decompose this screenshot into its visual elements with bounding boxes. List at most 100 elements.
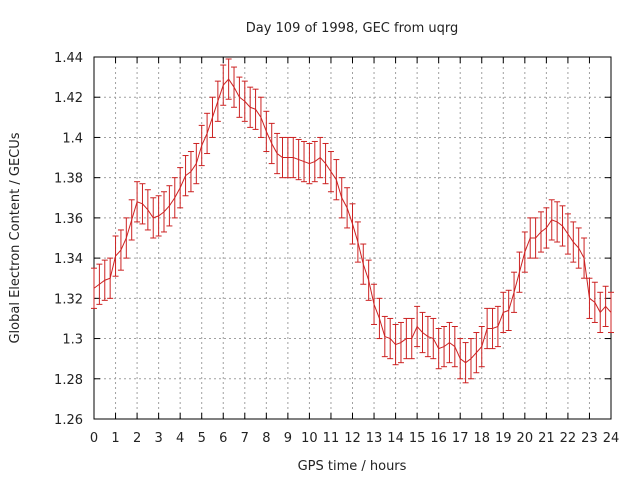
x-tick-label: 15 (409, 431, 426, 446)
x-tick-label: 24 (603, 431, 620, 446)
x-tick-label: 16 (430, 431, 447, 446)
error-bar (597, 291, 604, 334)
x-tick-label: 2 (133, 431, 141, 446)
error-bar (457, 338, 464, 380)
error-bar (290, 136, 297, 179)
y-axis-label: Global Electron Content / GECUs (8, 132, 23, 343)
error-bar (231, 66, 238, 108)
error-bar (214, 80, 221, 122)
error-bar (521, 231, 528, 273)
error-bar (349, 203, 356, 245)
error-bar (403, 317, 410, 360)
x-tick-label: 23 (581, 431, 598, 446)
error-bar (489, 307, 496, 350)
x-tick-label: 18 (473, 431, 490, 446)
error-bar (462, 342, 469, 384)
error-bar (473, 332, 480, 374)
error-bar (128, 199, 135, 241)
error-bar (467, 338, 474, 380)
error-bar (392, 323, 399, 366)
error-bar (112, 235, 119, 277)
error-bar (198, 124, 205, 167)
error-bar (279, 136, 286, 179)
y-tick-label: 1.42 (54, 91, 83, 106)
x-tick-label: 3 (154, 431, 162, 446)
error-bar (365, 259, 372, 301)
error-bar (204, 112, 211, 155)
x-tick-label: 0 (90, 431, 98, 446)
error-bar (548, 199, 555, 241)
error-bar (295, 138, 302, 181)
error-bar (451, 325, 458, 368)
error-bar (166, 185, 173, 227)
error-bar (236, 76, 243, 118)
error-bar (322, 142, 329, 185)
error-bar (171, 177, 178, 219)
chart-title: Day 109 of 1998, GEC from uqrg (246, 21, 459, 36)
x-tick-labels: 0 1 2 3 4 5 6 7 8 9 10 11 12 13 14 15 16 17 18 19 20 21 22 23 24 (90, 431, 619, 446)
error-bar (441, 325, 448, 368)
error-bar (268, 122, 275, 165)
y-tick-labels: 1.26 1.28 1.3 1.32 1.34 1.36 1.38 1.4 1.42 1.44 (54, 51, 83, 428)
y-tick-label: 1.34 (54, 252, 83, 267)
x-tick-label: 22 (560, 431, 577, 446)
error-bar (591, 281, 598, 323)
error-bar (408, 317, 415, 360)
error-bar (516, 251, 523, 293)
error-bar (284, 136, 291, 179)
error-bar (144, 189, 151, 231)
error-bar (581, 237, 588, 279)
error-bar (96, 263, 103, 305)
error-bar (527, 217, 534, 259)
x-tick-label: 4 (176, 431, 184, 446)
error-bar (177, 167, 184, 209)
x-tick-label: 13 (366, 431, 383, 446)
error-bar (494, 305, 501, 348)
error-bar (139, 183, 146, 225)
error-bar (446, 321, 453, 364)
y-tick-label: 1.36 (54, 212, 83, 227)
y-tick-label: 1.3 (62, 333, 83, 348)
y-tick-label: 1.26 (54, 413, 83, 428)
error-bar (554, 201, 561, 243)
error-bar (532, 217, 539, 259)
error-bar (371, 283, 378, 325)
error-bar (414, 305, 421, 348)
error-bar (505, 289, 512, 332)
error-bar (559, 205, 566, 247)
error-bar (500, 291, 507, 334)
error-bar (117, 229, 124, 271)
error-bar (257, 96, 264, 138)
error-bar (187, 151, 194, 193)
x-tick-label: 17 (452, 431, 469, 446)
error-bar (161, 191, 168, 233)
x-tick-label: 7 (241, 431, 249, 446)
error-bar (564, 213, 571, 255)
error-bar (91, 267, 97, 309)
error-bar (155, 195, 162, 237)
x-tick-label: 9 (284, 431, 292, 446)
x-tick-label: 12 (344, 431, 361, 446)
error-bar (333, 159, 340, 201)
error-bar (430, 317, 437, 360)
error-bar (602, 285, 609, 327)
error-bar (344, 187, 351, 229)
error-bar (435, 328, 442, 370)
x-tick-label: 21 (538, 431, 555, 446)
error-bar (306, 142, 313, 185)
x-tick-label: 10 (301, 431, 318, 446)
y-tick-label: 1.38 (54, 172, 83, 187)
error-bar (134, 181, 141, 223)
error-bar (182, 155, 189, 197)
error-bar (247, 86, 254, 128)
error-bar (327, 151, 334, 193)
error-bar (301, 140, 308, 183)
error-bar (123, 217, 130, 259)
error-bar (376, 297, 383, 340)
x-axis-label: GPS time / hours (298, 459, 407, 474)
error-bar (511, 271, 518, 313)
x-tick-label: 1 (111, 431, 119, 446)
x-tick-label: 5 (198, 431, 206, 446)
error-bar (608, 291, 614, 334)
